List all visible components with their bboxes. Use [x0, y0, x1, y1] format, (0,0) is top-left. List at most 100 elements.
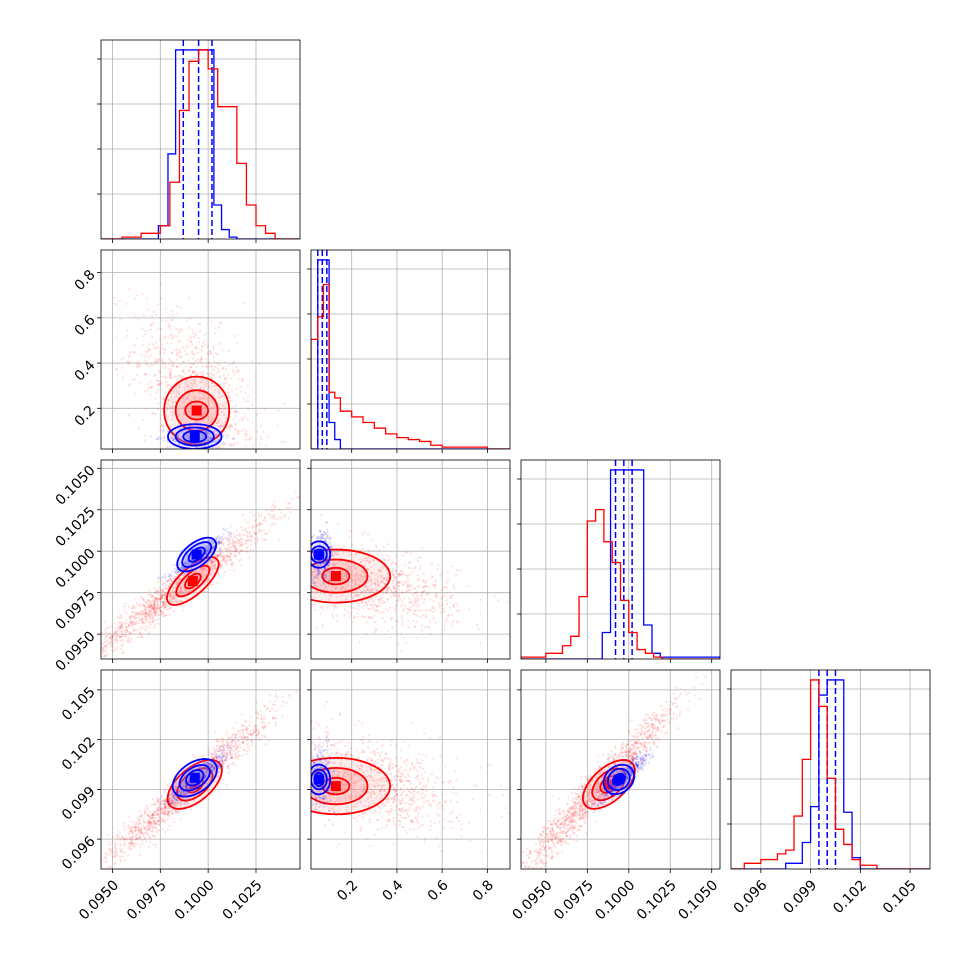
sample-point: [211, 562, 214, 565]
sample-point: [174, 440, 177, 443]
sample-point: [421, 629, 424, 632]
sample-point: [208, 350, 212, 353]
sample-point: [151, 385, 154, 388]
sample-point: [171, 592, 175, 595]
sample-point: [224, 382, 227, 385]
sample-point: [96, 663, 98, 665]
sample-point: [373, 620, 377, 624]
sample-point: [168, 325, 171, 328]
sample-point: [158, 352, 162, 355]
sample-point: [238, 539, 241, 542]
sample-point: [416, 559, 419, 562]
sample-point: [363, 531, 366, 534]
sample-point: [186, 435, 189, 438]
sample-point: [123, 605, 126, 608]
sample-point: [167, 322, 171, 325]
sample-point: [60, 904, 62, 906]
sample-point: [153, 835, 156, 838]
sample-point: [444, 620, 447, 623]
sample-point: [161, 361, 164, 364]
sample-point: [233, 535, 236, 538]
sample-point: [128, 615, 132, 618]
sample-point: [199, 358, 202, 361]
sample-point: [325, 588, 328, 592]
sample-point: [121, 376, 125, 379]
sample-point: [186, 590, 190, 593]
sample-point: [224, 557, 227, 560]
sample-point: [160, 297, 163, 300]
sample-point: [180, 355, 183, 358]
sample-point: [143, 607, 146, 610]
sample-point: [154, 347, 157, 350]
panel-frame: [310, 459, 511, 660]
sample-point: [206, 579, 209, 582]
sample-point: [393, 578, 396, 581]
sample-point: [177, 791, 180, 794]
sample-point: [217, 555, 220, 558]
sample-point: [238, 559, 241, 562]
sample-point: [326, 570, 329, 573]
sample-point: [150, 314, 154, 317]
sample-point: [350, 606, 354, 609]
sample-point: [192, 396, 196, 399]
sample-point: [328, 576, 331, 579]
sample-point: [201, 435, 205, 438]
sample-point: [222, 394, 225, 397]
sample-point: [191, 384, 194, 387]
sample-point: [151, 830, 154, 833]
sample-point: [164, 577, 167, 580]
sample-point: [128, 351, 131, 354]
sample-point: [332, 569, 335, 572]
sample-point: [414, 601, 418, 604]
sample-point: [271, 716, 275, 719]
sample-point: [146, 633, 150, 636]
sample-point: [147, 593, 150, 596]
sample-point: [148, 609, 151, 612]
sample-point: [230, 525, 233, 528]
sample-point: [129, 843, 132, 846]
sample-point: [369, 588, 372, 591]
sample-point: [428, 586, 431, 589]
sample-point: [133, 351, 136, 354]
sample-point: [364, 557, 367, 560]
sample-point: [459, 569, 462, 573]
sample-point: [229, 545, 233, 549]
sample-point: [156, 601, 159, 604]
sample-point: [210, 397, 213, 401]
sample-point: [147, 609, 150, 612]
sample-point: [98, 881, 100, 883]
sample-point: [134, 621, 138, 624]
sample-point: [363, 564, 366, 568]
sample-point: [202, 566, 205, 569]
sample-point: [432, 599, 435, 602]
sample-point: [154, 618, 157, 622]
sample-point: [312, 574, 315, 577]
sample-point: [346, 584, 350, 587]
sample-point: [157, 589, 161, 593]
sample-point: [161, 398, 164, 401]
sample-point: [119, 838, 122, 842]
sample-point: [229, 538, 232, 541]
sample-point: [229, 424, 233, 428]
sample-point: [334, 552, 337, 555]
sample-point: [160, 592, 163, 595]
sample-point: [417, 608, 421, 612]
sample-point: [171, 439, 175, 442]
sample-point: [170, 574, 173, 577]
sample-point: [160, 609, 163, 612]
sample-point: [140, 596, 143, 599]
sample-point: [278, 515, 282, 519]
sample-point: [120, 621, 123, 624]
sample-point: [154, 614, 157, 617]
sample-point: [178, 585, 181, 588]
sample-point: [189, 335, 192, 338]
sample-point: [406, 576, 409, 579]
sample-point: [377, 603, 380, 606]
sample-point: [431, 576, 434, 579]
sample-point: [437, 601, 441, 604]
sample-point: [430, 575, 433, 578]
sample-point: [234, 427, 237, 431]
sample-point: [118, 622, 122, 625]
sample-point: [86, 886, 88, 888]
sample-point: [162, 615, 165, 618]
